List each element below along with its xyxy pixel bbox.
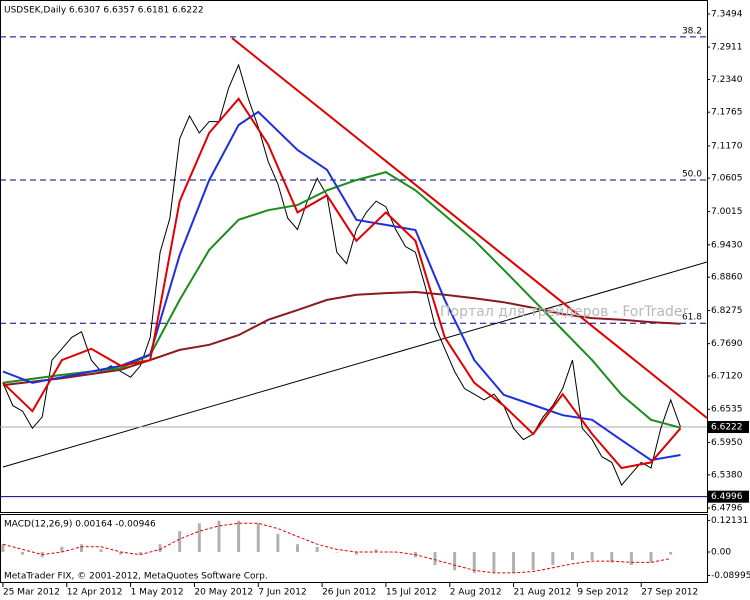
trend-line-resistance	[231, 37, 708, 419]
macd-bar	[649, 552, 653, 563]
macd-bar	[669, 552, 673, 555]
y-tick-label: 6.8860	[711, 273, 743, 283]
macd-bar	[138, 552, 142, 555]
macd-bar	[551, 552, 555, 566]
y-tick-label: 6.7690	[711, 339, 743, 349]
y-tick-label: 6.9430	[711, 240, 743, 250]
macd-bar	[1, 544, 5, 553]
macd-bar	[354, 552, 358, 555]
moving-average	[2, 171, 681, 429]
macd-bar	[178, 531, 182, 553]
y-tick-label: -0.08995	[711, 571, 750, 581]
watermark: Портал для трейдеров - ForTrader	[440, 304, 689, 320]
footer: MetaTrader FIX, © 2001-2012, MetaQuotes …	[4, 572, 268, 582]
y-tick-label: 0.12131	[711, 516, 748, 526]
price-box	[707, 490, 749, 503]
price-box-label: 6.4996	[711, 492, 743, 502]
y-tick-label: 7.0605	[711, 174, 743, 184]
x-tick-label: 26 Jun 2012	[322, 588, 376, 598]
x-tick-label: 12 Apr 2012	[67, 588, 123, 598]
macd-bar	[374, 549, 378, 553]
macd-bar	[119, 552, 123, 555]
y-tick-label: 6.6535	[711, 405, 743, 415]
fib-level-label: 50.0	[682, 170, 702, 180]
fib-level-label: 61.8	[682, 313, 702, 323]
y-tick-label: 6.5380	[711, 470, 743, 480]
macd-bar	[472, 552, 476, 573]
macd-bar	[276, 533, 280, 553]
macd-bar	[217, 520, 221, 553]
x-tick-label: 9 Sep 2012	[577, 588, 628, 598]
moving-average	[2, 110, 681, 462]
x-tick-label: 7 Jun 2012	[258, 588, 306, 598]
macd-title: MACD(12,26,9) 0.00164 -0.00946	[4, 520, 156, 530]
y-tick-label: 7.3494	[711, 9, 743, 19]
macd-bar	[296, 544, 300, 553]
y-tick-label: 0.00	[711, 548, 731, 558]
x-tick-label: 1 May 2012	[131, 588, 184, 598]
y-tick-label: 7.1170	[711, 141, 743, 151]
macd-bar	[590, 552, 594, 560]
macd-bar	[237, 520, 241, 553]
macd-bar	[197, 523, 201, 553]
y-tick-label: 6.5950	[711, 438, 743, 448]
macd-bar	[570, 552, 574, 560]
macd-signal	[2, 522, 671, 574]
y-tick-label: 6.8275	[711, 306, 743, 316]
main-panel	[0, 0, 708, 513]
moving-average	[2, 97, 682, 470]
x-tick-label: 2 Aug 2012	[450, 588, 502, 598]
macd-bar	[512, 552, 516, 573]
chart-title: USDSEK,Daily 6.6307 6.6357 6.6181 6.6222	[4, 6, 204, 16]
price-box-label: 6.6222	[711, 423, 743, 433]
x-tick-label: 25 Mar 2012	[3, 588, 60, 598]
macd-bar	[158, 544, 162, 553]
moving-average	[2, 290, 681, 387]
macd-bar	[256, 523, 260, 553]
macd-bar	[99, 549, 103, 553]
macd-bar	[60, 546, 64, 553]
macd-bar	[531, 552, 535, 571]
x-tick-label: 20 May 2012	[194, 588, 253, 598]
macd-bar	[629, 552, 633, 566]
x-tick-label: 15 Jul 2012	[386, 588, 437, 598]
y-tick-label: 7.2340	[711, 75, 743, 85]
macd-bar	[492, 552, 496, 573]
macd-panel	[0, 514, 708, 583]
main-layer: 7.3494 7.2911 7.2340 7.1765 7.1170 7.0605 7.00…	[0, 9, 750, 598]
macd-bar	[453, 552, 457, 571]
macd-bar	[80, 544, 84, 553]
price-box	[707, 421, 749, 434]
macd-bar	[21, 552, 25, 555]
y-tick-label: 6.4796	[711, 504, 743, 514]
macd-bar	[610, 552, 614, 563]
y-tick-label: 7.0015	[711, 207, 743, 217]
trend-line-support	[2, 261, 708, 468]
y-tick-label: 7.2911	[711, 43, 743, 53]
x-tick-label: 27 Sep 2012	[641, 588, 698, 598]
macd-bar	[433, 552, 437, 566]
macd-bar	[335, 552, 339, 553]
x-tick-label: 21 Aug 2012	[514, 588, 572, 598]
fib-level-label: 38.2	[682, 26, 702, 36]
y-tick-label: 6.7120	[711, 372, 743, 382]
y-tick-label: 7.1765	[711, 108, 743, 118]
macd-bar	[315, 546, 319, 553]
